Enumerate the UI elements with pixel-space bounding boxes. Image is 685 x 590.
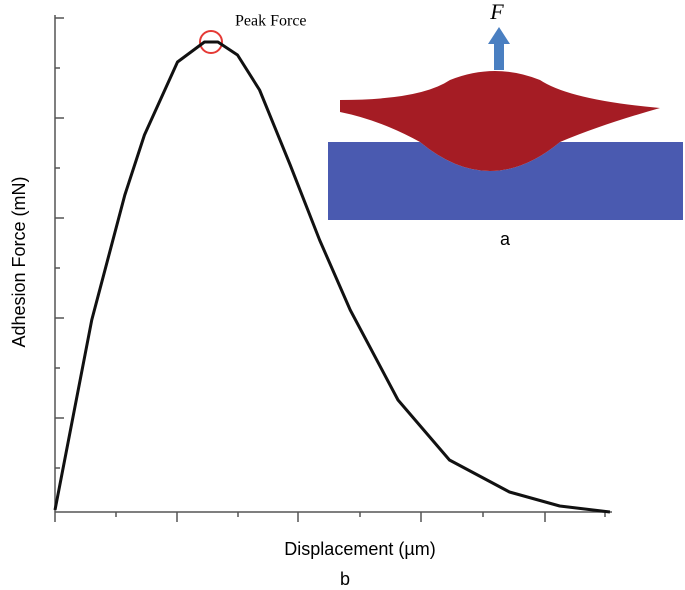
x-ticks xyxy=(54,512,606,522)
force-arrow-head xyxy=(488,27,510,44)
force-label: F xyxy=(489,0,504,24)
y-axis-label: Adhesion Force (mN) xyxy=(9,176,29,347)
particle-blob xyxy=(340,71,660,171)
inset: F a xyxy=(328,0,683,249)
x-axis-label: Displacement (µm) xyxy=(284,539,435,559)
annotation: Peak Force xyxy=(235,13,307,30)
y-ticks xyxy=(55,17,64,469)
panel-label: b xyxy=(340,569,350,589)
inset-label: a xyxy=(500,229,511,249)
axes xyxy=(54,15,612,522)
peak-marker xyxy=(199,30,223,54)
substrate xyxy=(328,142,683,220)
data-line xyxy=(53,40,611,514)
